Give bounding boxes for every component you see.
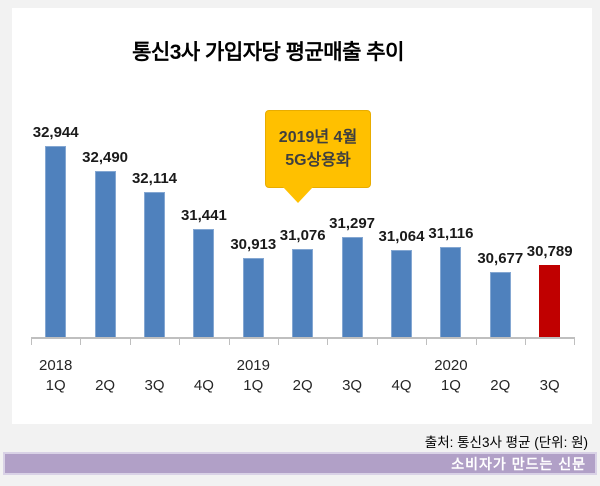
bar-2Q-9 [490, 272, 511, 337]
x-tick-label-5: 2Q [292, 377, 313, 394]
x-axis-line [31, 337, 576, 339]
year-label-2019: 2019 [236, 357, 270, 374]
bar-2Q-5 [292, 249, 313, 337]
publisher-banner: 소비자가 만드는 신문 [3, 452, 597, 475]
x-axis-tick [327, 339, 329, 345]
callout-pointer [283, 187, 313, 203]
x-axis-tick [278, 339, 279, 345]
value-label-7: 31,064 [378, 228, 425, 245]
bar-2Q-1 [95, 171, 116, 337]
value-label-8: 31,116 [428, 225, 474, 242]
year-label-2018: 2018 [39, 357, 73, 374]
x-axis-tick [475, 339, 477, 345]
x-tick-label-3: 4Q [193, 377, 214, 394]
value-label-3: 31,441 [180, 207, 227, 224]
x-axis-tick [525, 339, 526, 345]
value-label-9: 30,677 [477, 250, 524, 267]
value-label-2: 32,114 [131, 170, 178, 187]
x-axis-tick [129, 339, 131, 345]
x-axis-tick [31, 339, 32, 345]
x-axis-tick [574, 339, 576, 345]
value-label-10: 30,789 [526, 243, 573, 260]
annotation-callout: 2019년 4월 5G상용화 [265, 110, 371, 188]
bar-1Q-8 [440, 247, 461, 337]
x-axis-tick [228, 339, 230, 345]
publisher-name: 소비자가 만드는 신문 [451, 455, 586, 472]
bar-3Q-2 [144, 192, 165, 337]
source-note: 출처: 통신3사 평균 (단위: 원) [424, 435, 588, 450]
x-axis-tick [80, 339, 82, 345]
x-tick-label-8: 1Q [440, 377, 461, 394]
bar-3Q-6 [342, 237, 363, 337]
x-tick-label-9: 2Q [490, 377, 511, 394]
value-label-1: 32,490 [82, 149, 129, 166]
bar-4Q-3 [193, 229, 214, 337]
bar-1Q-4 [243, 258, 264, 337]
x-tick-label-7: 4Q [391, 377, 412, 394]
x-tick-label-0: 1Q [45, 377, 66, 394]
callout-line2: 5G상용화 [285, 151, 351, 169]
x-tick-label-6: 3Q [342, 377, 363, 394]
x-axis-tick [426, 339, 428, 345]
value-label-5: 31,076 [279, 227, 326, 244]
callout-line1: 2019년 4월 [278, 128, 358, 146]
x-axis-tick [179, 339, 181, 345]
value-label-0: 32,944 [32, 124, 79, 141]
bar-1Q-0 [45, 146, 66, 337]
x-tick-label-2: 3Q [144, 377, 165, 394]
value-label-6: 31,297 [329, 215, 376, 232]
bar-4Q-7 [391, 250, 412, 337]
chart-title: 통신3사 가입자당 평균매출 추이 [132, 41, 404, 64]
x-tick-label-4: 1Q [243, 377, 264, 394]
year-label-2020: 2020 [434, 357, 468, 374]
x-axis-tick [376, 339, 378, 345]
x-tick-label-1: 2Q [95, 377, 116, 394]
x-tick-label-10: 3Q [539, 377, 560, 394]
bar-3Q-10 [539, 265, 560, 337]
value-label-4: 30,913 [230, 236, 277, 253]
